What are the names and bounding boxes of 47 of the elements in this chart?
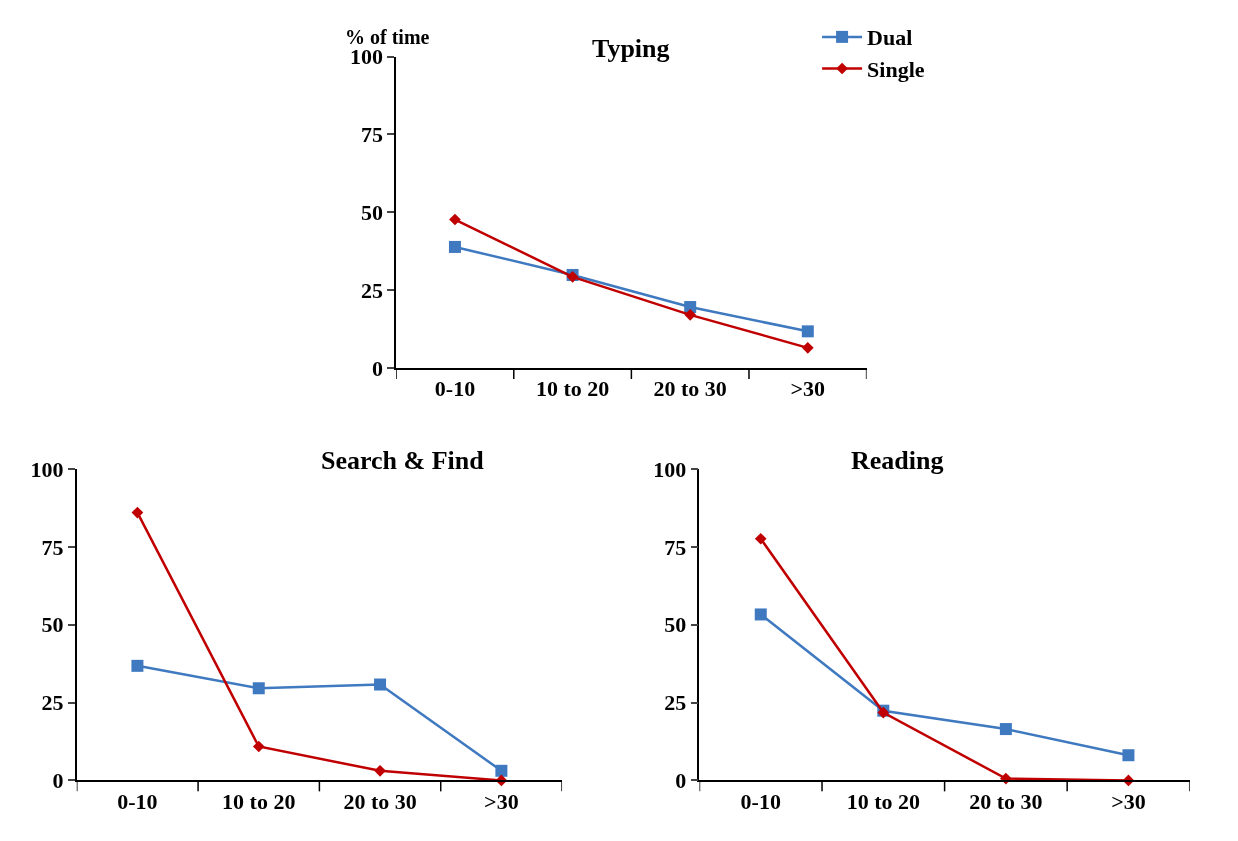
point xyxy=(1122,749,1135,762)
point xyxy=(684,308,697,321)
y-tick-label: 0 xyxy=(52,768,64,794)
x-tick-label: 10 to 20 xyxy=(222,788,296,814)
y-tick-label: 75 xyxy=(664,534,687,560)
x-tick-label: 10 to 20 xyxy=(846,788,920,814)
x-tick-label: 20 to 30 xyxy=(343,788,417,814)
y-tick-label: 0 xyxy=(675,768,687,794)
point xyxy=(252,740,265,753)
y-tick-label: 50 xyxy=(41,612,64,638)
point xyxy=(131,506,144,519)
x-tick-label: >30 xyxy=(484,788,519,814)
y-tick-label: 50 xyxy=(361,200,384,226)
y-tick-label: 100 xyxy=(653,456,687,482)
point xyxy=(801,325,814,338)
point xyxy=(999,723,1012,736)
point xyxy=(374,764,386,777)
y-tick-label: 25 xyxy=(41,690,64,716)
chart-title: Typing xyxy=(592,34,670,63)
y-tick-label: 25 xyxy=(664,690,687,716)
point xyxy=(252,682,265,695)
y-tick-label: 50 xyxy=(664,612,687,638)
point xyxy=(495,764,508,777)
point xyxy=(754,608,767,621)
x-tick-label: >30 xyxy=(790,376,826,402)
point xyxy=(449,213,461,226)
x-tick-label: 20 to 30 xyxy=(653,376,727,402)
x-tick-label: 0-10 xyxy=(740,788,781,814)
x-tick-label: 20 to 30 xyxy=(969,788,1043,814)
x-tick-label: 10 to 20 xyxy=(535,376,610,402)
legend-label: Dual xyxy=(867,25,913,51)
chart-title: Search & Find xyxy=(321,446,485,475)
point xyxy=(374,678,387,691)
point xyxy=(448,240,461,253)
x-tick-label: >30 xyxy=(1111,788,1146,814)
y-tick-label: 100 xyxy=(30,456,64,482)
point xyxy=(801,341,814,354)
point xyxy=(131,659,144,672)
x-tick-label: 0-10 xyxy=(117,788,158,814)
y-tick-label: 75 xyxy=(361,122,384,148)
point xyxy=(754,532,767,545)
legend-label: Single xyxy=(867,57,925,83)
y-tick-label: 0 xyxy=(372,355,384,381)
x-tick-label: 0-10 xyxy=(434,376,476,402)
y-tick-label: 25 xyxy=(361,277,384,303)
y-tick-label: 75 xyxy=(41,534,64,560)
chart-title: Reading xyxy=(851,446,944,475)
